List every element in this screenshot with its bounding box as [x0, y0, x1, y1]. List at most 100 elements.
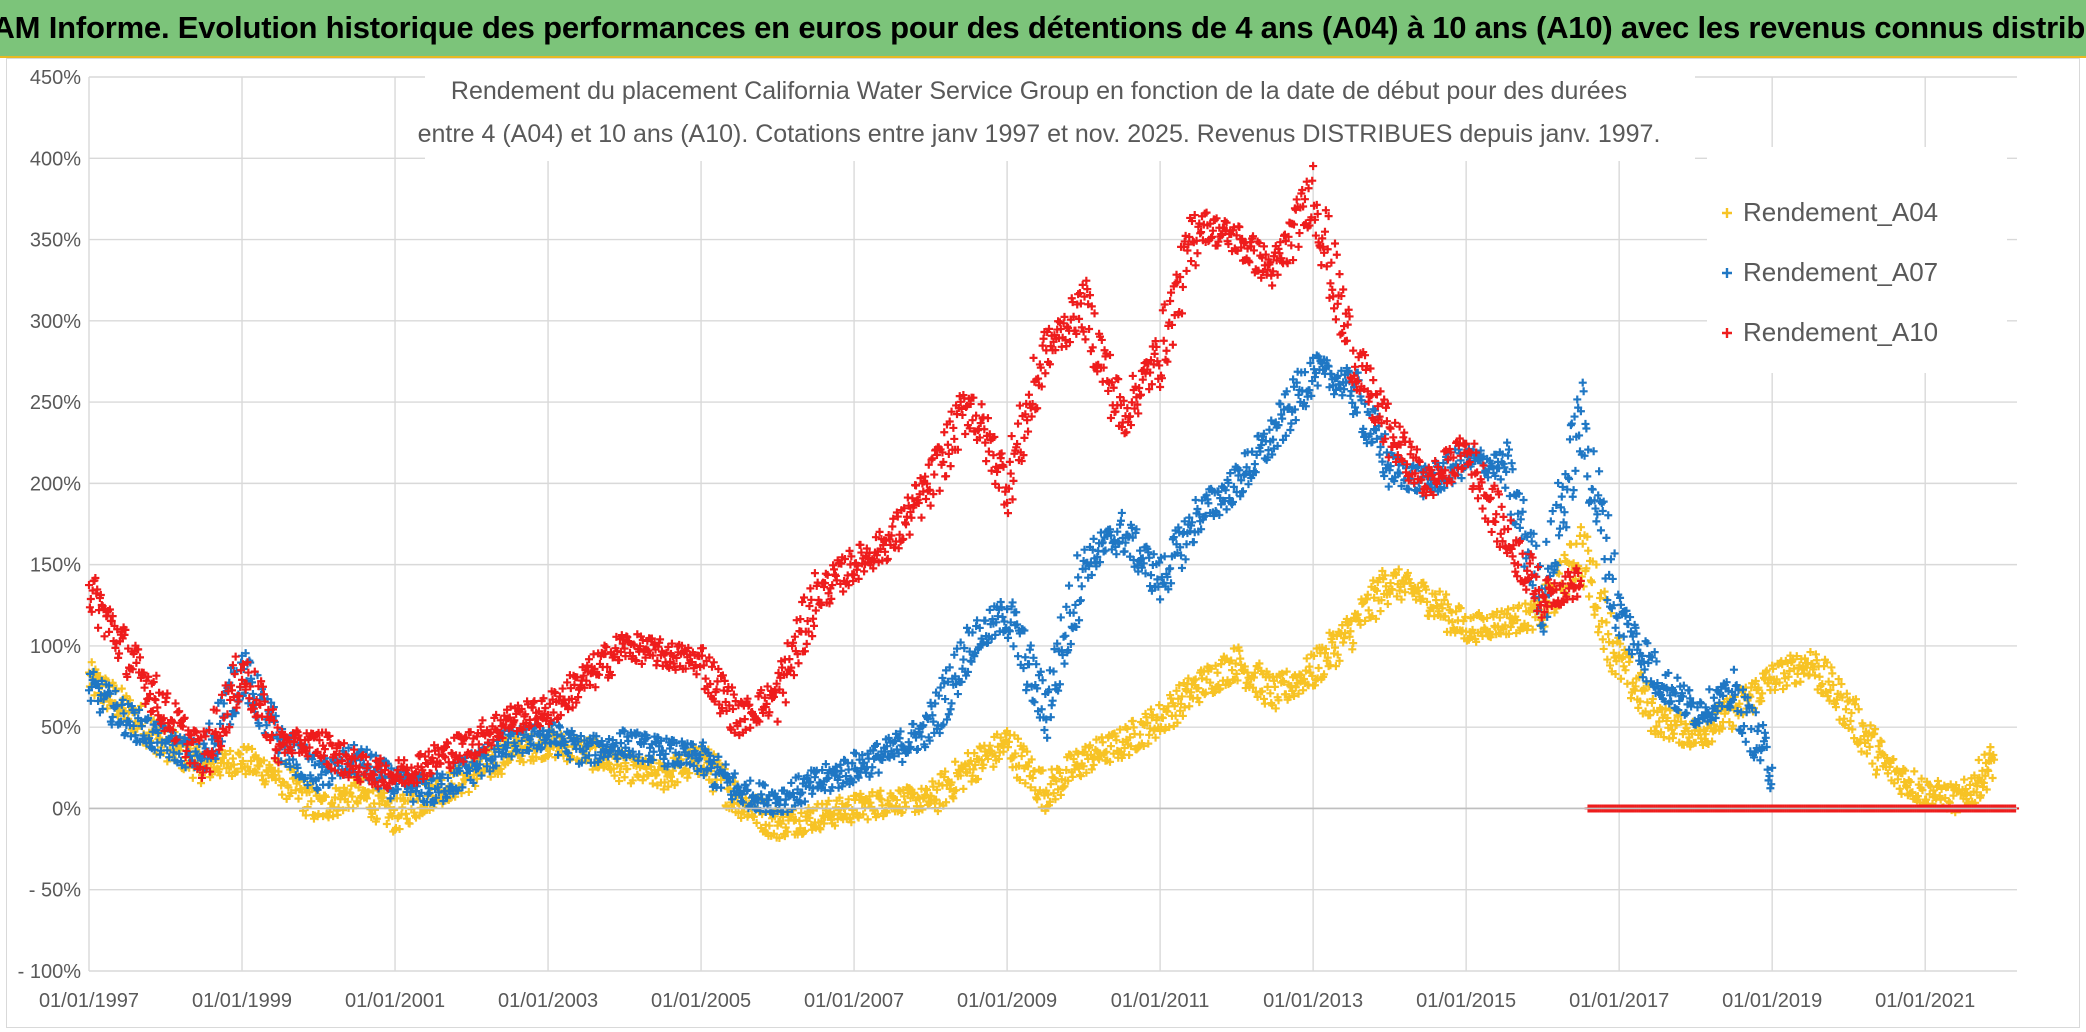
data-point	[1518, 507, 1527, 516]
data-point	[1567, 419, 1576, 428]
data-point	[887, 531, 896, 540]
data-point	[1323, 653, 1332, 662]
data-point	[563, 678, 572, 687]
data-point	[783, 827, 792, 836]
data-point	[994, 483, 1003, 492]
data-point	[1828, 669, 1837, 678]
data-point	[1072, 622, 1081, 631]
data-point	[303, 781, 312, 790]
data-point	[136, 653, 145, 662]
data-point	[1984, 766, 1993, 775]
data-point	[437, 780, 446, 789]
data-point	[1145, 553, 1154, 562]
data-point	[1496, 475, 1505, 484]
data-point	[372, 814, 381, 823]
data-point	[983, 414, 992, 423]
data-point	[1592, 560, 1601, 569]
data-point	[1139, 559, 1148, 568]
data-point	[1590, 610, 1599, 619]
data-point	[907, 513, 916, 522]
data-point	[793, 650, 802, 659]
data-point	[1193, 504, 1202, 513]
data-point	[486, 728, 495, 737]
data-point	[1098, 538, 1107, 547]
data-point	[1722, 678, 1731, 687]
data-point	[591, 683, 600, 692]
data-point	[1488, 462, 1497, 471]
data-point	[1627, 627, 1635, 636]
data-point	[848, 759, 857, 768]
data-point	[270, 754, 279, 763]
data-point	[169, 748, 178, 757]
data-point	[1089, 534, 1098, 543]
data-point	[977, 400, 986, 409]
data-point	[1516, 515, 1525, 524]
data-point	[1007, 432, 1016, 441]
data-point	[1831, 703, 1840, 712]
data-point	[330, 766, 339, 775]
data-point	[706, 679, 715, 688]
data-point	[1003, 605, 1012, 614]
data-point	[175, 707, 184, 716]
data-point	[1913, 792, 1922, 801]
data-point	[465, 766, 474, 775]
data-point	[652, 770, 661, 779]
data-point	[1235, 646, 1244, 655]
data-point	[796, 615, 805, 624]
data-point	[965, 424, 974, 433]
data-point	[321, 792, 330, 801]
data-point	[1675, 696, 1684, 705]
data-point	[348, 792, 357, 801]
data-point	[1701, 730, 1710, 739]
data-point	[1173, 718, 1182, 727]
data-point	[941, 695, 950, 704]
data-point	[1960, 775, 1969, 784]
data-point	[997, 603, 1006, 612]
data-point	[610, 771, 619, 780]
data-point	[898, 757, 907, 766]
data-point	[487, 741, 496, 750]
data-point	[1263, 682, 1272, 691]
data-point	[199, 727, 208, 736]
data-point	[1806, 648, 1815, 657]
data-point	[883, 554, 892, 563]
data-point	[230, 670, 239, 679]
data-point	[871, 533, 880, 542]
data-point	[190, 759, 199, 768]
data-point	[591, 751, 600, 760]
data-point	[1038, 766, 1047, 775]
data-point	[1484, 473, 1492, 482]
data-point	[513, 745, 522, 754]
data-point	[1918, 786, 1927, 795]
data-point	[370, 771, 379, 780]
data-point	[1348, 398, 1357, 407]
data-point	[729, 690, 738, 699]
data-point	[721, 760, 730, 769]
data-point	[211, 728, 220, 737]
data-point	[809, 614, 818, 623]
data-point	[1514, 601, 1523, 610]
data-point	[582, 676, 591, 685]
data-point	[672, 653, 681, 662]
data-point	[1555, 524, 1564, 533]
data-point	[692, 670, 701, 679]
data-point	[370, 777, 379, 786]
data-point	[256, 700, 265, 709]
data-point	[1313, 381, 1322, 390]
data-point	[896, 727, 905, 736]
data-point	[613, 754, 622, 763]
data-point	[945, 417, 954, 426]
data-point	[1589, 447, 1598, 456]
data-point	[798, 788, 807, 797]
data-point	[868, 763, 877, 772]
data-point	[1024, 660, 1033, 669]
data-point	[1215, 510, 1224, 519]
data-point	[876, 545, 885, 554]
data-point	[1156, 595, 1165, 604]
data-point	[1705, 685, 1714, 694]
data-point	[1648, 694, 1657, 703]
data-point	[1308, 377, 1317, 386]
data-point	[436, 759, 445, 768]
data-point	[854, 773, 863, 782]
data-point	[1562, 523, 1571, 532]
